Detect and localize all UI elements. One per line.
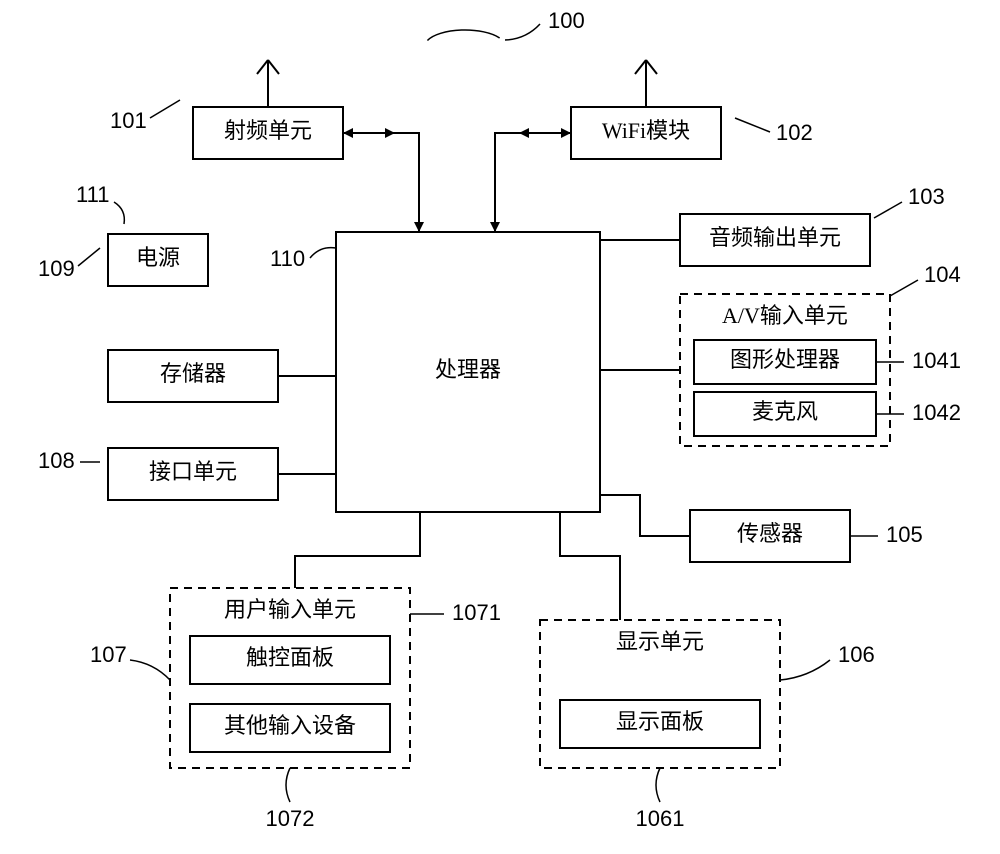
interface-unit: 接口单元 [108,448,278,500]
ref-108: 108 [38,448,100,473]
ref-num-105: 105 [886,522,923,547]
graphics-processor-label: 图形处理器 [730,347,840,372]
display-panel: 显示面板 [560,700,760,748]
ref-109: 109 [38,248,100,281]
touch-panel-label: 触控面板 [246,645,334,670]
ref-num-102: 102 [776,120,813,145]
display-panel-label: 显示面板 [616,709,704,734]
ref-103: 103 [874,184,945,218]
sensor-label: 传感器 [737,521,803,546]
ref-1071: 1071 [410,600,501,625]
microphone: 麦克风 [694,392,876,436]
ref-num-107: 107 [90,642,127,667]
ref-num-1042: 1042 [912,400,961,425]
sensor: 传感器 [690,510,850,562]
ref-num-109: 109 [38,256,75,281]
power: 电源 [108,234,208,286]
ref-1041: 1041 [876,348,961,373]
ref-1061: 1061 [636,768,685,831]
rf-unit-label: 射频单元 [224,118,312,143]
ref-num-110: 110 [270,246,305,271]
antenna-wifi [635,60,657,107]
user-input-unit-label: 用户输入单元 [224,597,356,622]
other-input-devices: 其他输入设备 [190,704,390,752]
ref-num-106: 106 [838,642,875,667]
ref-102: 102 [735,118,813,145]
memory-label: 存储器 [160,361,226,386]
ref-107: 107 [90,642,170,680]
touch-panel: 触控面板 [190,636,390,684]
conn-processor-userinput [295,512,420,588]
ref-num-101: 101 [110,108,147,133]
wifi-module-label: WiFi模块 [602,118,690,143]
interface-unit-label: 接口单元 [149,459,237,484]
display-unit-label: 显示单元 [616,629,704,654]
ref-arc-100 [427,30,499,41]
ref-num-1071: 1071 [452,600,501,625]
conn-processor-sensor [600,495,690,536]
ref-101: 101 [110,100,180,133]
antenna-rf [257,60,279,107]
ref-num-103: 103 [908,184,945,209]
av-input-unit-label: A/V输入单元 [722,303,848,328]
ref-106: 106 [780,642,875,680]
rf-unit: 射频单元 [193,107,343,159]
memory: 存储器 [108,350,278,402]
ref-num-111: 111 [76,182,109,207]
processor: 处理器 [336,232,600,512]
arrow-processor-rf [343,128,395,138]
ref-num-108: 108 [38,448,75,473]
arrow-processor-wifi [519,128,571,138]
arrow-wifi-to-processor [490,133,519,232]
ref-105: 105 [850,522,923,547]
ref-111: 111 [76,182,124,224]
conn-processor-display [560,512,620,620]
audio-output-unit: 音频输出单元 [680,214,870,266]
graphics-processor: 图形处理器 [694,340,876,384]
arrow-rf-to-processor [395,133,424,232]
wifi-module: WiFi模块 [571,107,721,159]
ref-100: 100 [505,8,585,40]
ref-num-104: 104 [924,262,961,287]
microphone-label: 麦克风 [752,399,818,424]
ref-1072: 1072 [266,768,315,831]
ref-num-1061: 1061 [636,806,685,831]
ref-num-100: 100 [548,8,585,33]
ref-104: 104 [890,262,961,296]
ref-num-1041: 1041 [912,348,961,373]
ref-1042: 1042 [876,400,961,425]
power-label: 电源 [136,245,180,270]
audio-output-unit-label: 音频输出单元 [709,225,841,250]
ref-num-1072: 1072 [266,806,315,831]
processor-label: 处理器 [435,357,501,382]
other-input-devices-label: 其他输入设备 [224,713,356,738]
ref-110: 110 [270,246,336,271]
